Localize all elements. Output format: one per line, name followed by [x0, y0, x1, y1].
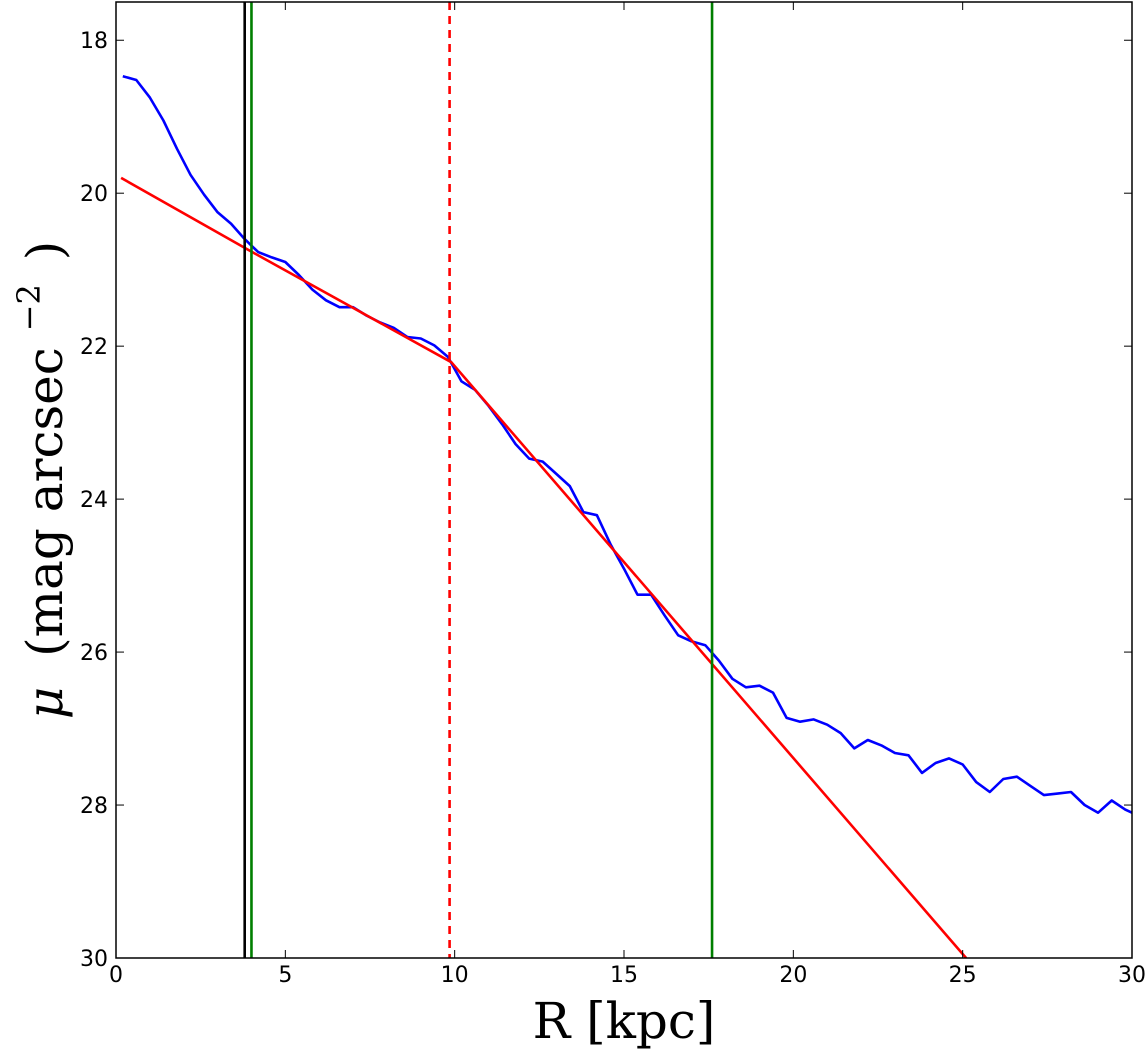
x-tick-label-6: 30: [1118, 963, 1146, 988]
y-axis-symbol: μ: [16, 687, 74, 720]
series-line-1: [120, 176, 968, 958]
x-axis-title: R [kpc]: [533, 992, 716, 1049]
x-tick-label-0: 0: [109, 963, 123, 988]
y-tick-label-2: 22: [80, 335, 108, 360]
y-axis-exponent: −2: [10, 284, 48, 331]
y-axis-close: ): [16, 241, 74, 261]
series-line-0: [122, 74, 1132, 815]
y-axis-title: μ (mag arcsec −2 ): [0, 241, 74, 720]
y-tick-label-1: 20: [80, 182, 108, 207]
y-tick-label-0: 18: [80, 29, 108, 54]
x-tick-label-1: 5: [278, 963, 292, 988]
y-tick-label-5: 28: [80, 794, 108, 819]
x-tick-label-5: 25: [949, 963, 977, 988]
x-tick-label-2: 10: [441, 963, 469, 988]
plot-frame: [115, 1, 1133, 959]
y-tick-label-4: 26: [80, 641, 108, 666]
y-tick-label-6: 30: [80, 947, 108, 972]
x-tick-label-3: 15: [610, 963, 638, 988]
y-tick-label-3: 24: [80, 488, 108, 513]
y-axis-text: (mag arcsec: [16, 347, 74, 657]
x-tick-label-4: 20: [779, 963, 807, 988]
